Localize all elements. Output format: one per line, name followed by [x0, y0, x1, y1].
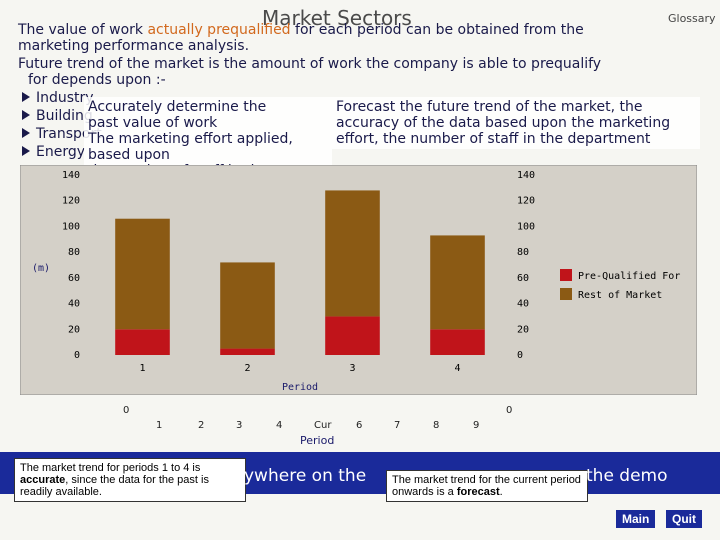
- x-axis-label: Period: [282, 382, 318, 393]
- bullet-text: Industry: [36, 90, 94, 106]
- y2-tick-label: 0: [517, 350, 523, 361]
- bar-segment: [220, 262, 275, 349]
- callout-line: The marketing effort applied, based upon: [88, 131, 293, 163]
- y2-tick-label: 140: [517, 170, 535, 181]
- note: The market trend for periods 1 to 4 is a…: [14, 458, 246, 502]
- y2-tick-label: 40: [517, 299, 529, 310]
- background-tick-label: 7: [394, 420, 401, 431]
- fragment: the demo: [586, 466, 668, 486]
- background-tick-label: Cur: [314, 420, 332, 431]
- background-tick-label: 3: [236, 420, 243, 431]
- bullet-marker: [22, 128, 30, 138]
- callout-line: Accurately determine the: [88, 99, 267, 115]
- emphasis: forecast: [456, 486, 500, 498]
- note-text: , since the data for the past is readily…: [20, 474, 209, 498]
- background-tick-label: 0: [123, 405, 130, 416]
- intro-line: The value of work actually prequalified …: [18, 22, 584, 38]
- bar-segment: [430, 235, 485, 330]
- bar-segment: [115, 218, 170, 330]
- text: The value of work: [18, 22, 148, 38]
- note: The market trend for the current period …: [386, 470, 588, 502]
- bullet-marker: [22, 146, 30, 156]
- y-tick-label: 20: [68, 324, 80, 335]
- x-tick-label: 1: [139, 363, 145, 374]
- text: for each period can be obtained from the: [290, 22, 584, 38]
- note-text: .: [499, 486, 503, 498]
- callout-line: past value of work: [88, 115, 218, 131]
- y-tick-label: 120: [62, 196, 80, 207]
- callout-line: effort, the number of staff in the depar…: [336, 131, 651, 147]
- y2-tick-label: 80: [517, 247, 529, 258]
- background-tick-label: 8: [433, 420, 440, 431]
- background-tick-label: 9: [473, 420, 480, 431]
- y-tick-label: 0: [74, 350, 80, 361]
- x-tick-label: 4: [454, 363, 460, 374]
- legend-label: Pre-Qualified For: [578, 271, 680, 282]
- legend-swatch: [560, 288, 572, 300]
- legend-label: Rest of Market: [578, 290, 662, 301]
- callout: Forecast the future trend of the market,…: [332, 97, 700, 149]
- bar-segment: [430, 329, 485, 355]
- highlight: actually prequalified: [147, 22, 291, 38]
- note-text: The market trend for periods 1 to 4 is: [20, 462, 201, 474]
- x-tick-label: 2: [244, 363, 250, 374]
- page-title: Market Sectors: [262, 6, 412, 30]
- callout-line: accuracy of the data based upon the mark…: [336, 115, 671, 131]
- bullet: Building: [22, 108, 93, 124]
- y2-tick-label: 100: [517, 221, 535, 232]
- bullet: Industry: [22, 90, 94, 106]
- quit-button[interactable]: Quit: [666, 510, 702, 528]
- y-axis-label: (m): [32, 263, 50, 274]
- background-tick-label: 1: [156, 420, 163, 431]
- y-tick-label: 100: [62, 221, 80, 232]
- background-tick-label: 0: [506, 405, 513, 416]
- intro-line: marketing performance analysis.: [18, 38, 250, 54]
- prequalify-line: for depends upon :-: [28, 72, 166, 88]
- bullet-marker: [22, 92, 30, 102]
- y-tick-label: 140: [62, 170, 80, 181]
- bar-segment: [325, 190, 380, 317]
- emphasis: accurate: [20, 474, 66, 486]
- background-tick-label: 2: [198, 420, 205, 431]
- bullet-text: Building: [36, 108, 93, 124]
- background-tick-label: 4: [276, 420, 283, 431]
- bullet-marker: [22, 110, 30, 120]
- main-button[interactable]: Main: [616, 510, 656, 528]
- y2-tick-label: 120: [517, 196, 535, 207]
- y2-tick-label: 20: [517, 324, 529, 335]
- y-tick-label: 40: [68, 299, 80, 310]
- x-tick-label: 3: [349, 363, 355, 374]
- y-tick-label: 60: [68, 273, 80, 284]
- bar-segment: [325, 316, 380, 355]
- legend-swatch: [560, 269, 572, 281]
- callout-line: Forecast the future trend of the market,…: [336, 99, 643, 115]
- bar-segment: [220, 348, 275, 355]
- prequalify-line: Future trend of the market is the amount…: [18, 56, 602, 72]
- background-axis-label: Period: [300, 434, 335, 447]
- bar-segment: [115, 329, 170, 355]
- bullet: Energy: [22, 144, 85, 160]
- y2-tick-label: 60: [517, 273, 529, 284]
- bullet-text: Energy: [36, 144, 86, 160]
- background-tick-label: 6: [356, 420, 363, 431]
- chart: (m) Period 0 20 40 60 80 100 120 140 0 20 40 60 80 10…: [20, 165, 697, 395]
- fragment: ywhere on the: [244, 466, 367, 486]
- y-tick-label: 80: [68, 247, 80, 258]
- note-text: The market trend for the current period …: [392, 474, 581, 498]
- glossary-link[interactable]: Glossary: [668, 12, 716, 25]
